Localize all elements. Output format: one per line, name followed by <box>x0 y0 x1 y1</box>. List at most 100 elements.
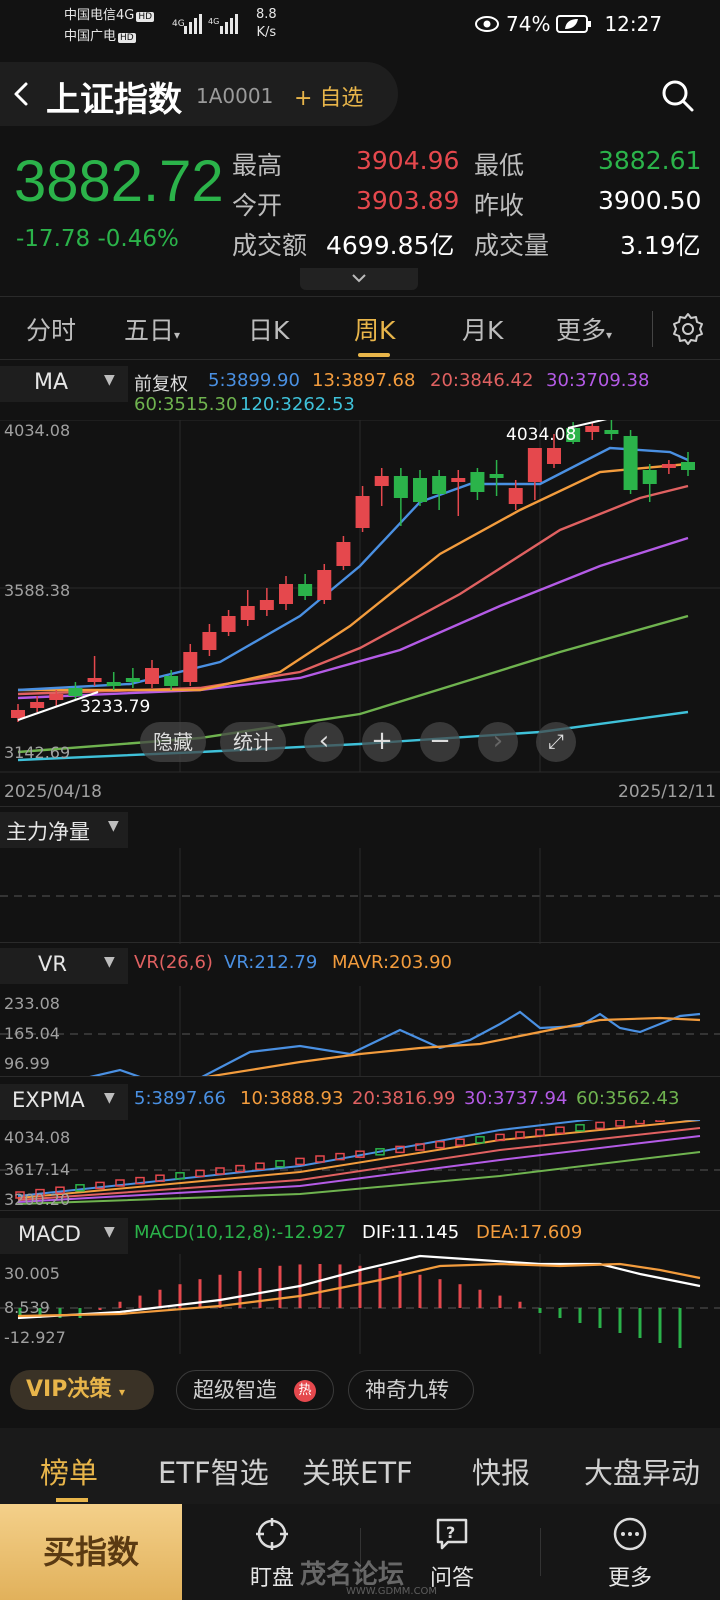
stats-button[interactable]: 统计 <box>220 722 286 762</box>
mavr-value: MAVR:203.90 <box>332 952 453 973</box>
battery-percent: 74% <box>506 12 551 36</box>
dropdown-icon: ▼ <box>108 818 119 834</box>
expma-axis-bottom: 3200.20 <box>4 1190 71 1209</box>
open-label: 今开 <box>232 191 283 220</box>
candle-body <box>202 632 217 650</box>
svg-text:4G: 4G <box>208 17 219 26</box>
more-button[interactable]: 更多 <box>570 1516 690 1600</box>
more-label: 更多 <box>607 1566 652 1591</box>
macd-bar <box>598 1308 602 1328</box>
tab-ranking[interactable]: 榜单 <box>40 1456 99 1490</box>
candle-body <box>30 702 45 708</box>
chip-super-manufacturing[interactable]: 超级智造 <box>176 1370 334 1410</box>
tab-market-alert[interactable]: 大盘异动 <box>584 1456 701 1490</box>
low-label: 最低 <box>474 151 525 180</box>
expma-line <box>17 1120 700 1197</box>
expma-candle <box>615 1120 625 1127</box>
macd-bar <box>678 1308 682 1348</box>
dropdown-icon: ▼ <box>104 954 115 970</box>
expma-selector-label: EXPMA <box>12 1088 85 1112</box>
turnover-value: 4699.85亿 <box>326 231 455 260</box>
vip-decision-button[interactable]: VIP决策 ▾ <box>10 1370 154 1410</box>
divider <box>0 942 720 943</box>
search-icon[interactable] <box>658 76 698 116</box>
expma-candle <box>195 1169 205 1178</box>
ma13-value: 13:3897.68 <box>312 370 416 391</box>
buy-index-button[interactable]: 买指数 <box>0 1504 182 1600</box>
hot-badge: 热 <box>294 1380 316 1402</box>
macd-bar <box>118 1301 122 1308</box>
dea-line <box>17 1262 701 1318</box>
macd-selector[interactable]: MACD ▼ <box>0 1218 128 1254</box>
chip1-label: 超级智造 <box>193 1378 277 1402</box>
expma5-value: 5:3897.66 <box>134 1088 226 1109</box>
candle-body <box>279 584 293 604</box>
candle-body <box>527 448 542 482</box>
zoom-out-icon[interactable]: − <box>420 722 460 762</box>
fullscreen-icon[interactable]: ⤢ <box>536 722 576 762</box>
chip-magic-nine[interactable]: 神奇九转 <box>348 1370 474 1410</box>
carrier-2: 中国广电 <box>64 29 117 44</box>
adjust-mode[interactable]: 前复权 <box>134 374 188 395</box>
expma-candle <box>395 1145 405 1154</box>
macd-bar <box>238 1270 242 1308</box>
ask-button[interactable]: ? 问答 <box>392 1516 512 1600</box>
date-axis: 2025/04/18 2025/12/11 <box>0 778 720 806</box>
tab-daily-k[interactable]: 日K <box>248 316 290 345</box>
divider <box>0 1076 720 1077</box>
content-tab-indicator <box>56 1498 88 1502</box>
volume-label: 成交量 <box>474 231 550 260</box>
strategy-bar: VIP决策 ▾ 超级智造 热 神奇九转 <box>0 1362 720 1418</box>
carrier-info: 中国电信4G HD 中国广电 HD <box>64 6 155 48</box>
add-to-watchlist-button[interactable]: + 自选 <box>294 86 364 111</box>
tab-monthly-k[interactable]: 月K <box>462 316 504 345</box>
candle-body <box>11 710 25 718</box>
status-right: 74% 12:27 <box>474 12 662 36</box>
hide-button[interactable]: 隐藏 <box>140 722 206 762</box>
back-arrow-icon[interactable] <box>8 80 36 108</box>
watch-button[interactable]: 盯盘 <box>212 1516 332 1600</box>
macd-bar <box>578 1308 582 1323</box>
macd-bar <box>18 1308 22 1318</box>
macd-bar <box>198 1279 202 1308</box>
tab-related-etf[interactable]: 关联ETF <box>302 1456 413 1490</box>
dif-line <box>17 1254 701 1320</box>
macd-bar <box>458 1284 462 1308</box>
candle-body <box>489 474 504 478</box>
tab-more[interactable]: 更多▾ <box>556 316 613 345</box>
gear-icon[interactable] <box>670 311 706 347</box>
tab-weekly-k[interactable]: 周K <box>354 316 396 345</box>
macd-bar <box>418 1274 422 1308</box>
ma-line <box>17 710 689 762</box>
carrier-1: 中国电信4G <box>64 8 135 23</box>
pan-right-icon[interactable]: › <box>478 722 518 762</box>
tab-intraday[interactable]: 分时 <box>26 316 77 345</box>
macd-bar <box>258 1267 262 1308</box>
pan-left-icon[interactable]: ‹ <box>304 722 344 762</box>
main-flow-panel <box>0 848 720 944</box>
y-axis-mid: 3588.38 <box>4 581 70 600</box>
expma-candle <box>515 1131 525 1139</box>
candlestick-chart[interactable]: 4034.08 3588.38 3142.69 4034.08 3233.79 <box>0 420 720 776</box>
expma-candle <box>355 1150 365 1158</box>
ma-selector[interactable]: MA ▼ <box>0 366 128 402</box>
tab-etf-select[interactable]: ETF智选 <box>158 1456 269 1490</box>
zoom-in-icon[interactable]: + <box>362 722 402 762</box>
vr-selector[interactable]: VR ▼ <box>0 948 128 984</box>
macd-bar <box>638 1308 642 1338</box>
vip-label: VIP决策 <box>26 1377 112 1402</box>
question-bubble-icon: ? <box>436 1518 468 1550</box>
expma-selector[interactable]: EXPMA ▼ <box>0 1084 128 1120</box>
expma-candle <box>375 1148 385 1156</box>
candle-body <box>164 676 179 686</box>
expma-chart <box>0 1120 720 1210</box>
tab-five-day[interactable]: 五日▾ <box>124 316 181 345</box>
vr-params: VR(26,6) <box>134 952 213 973</box>
expma-candle <box>275 1160 285 1168</box>
expand-quote-button[interactable] <box>300 268 418 290</box>
tab-news-flash[interactable]: 快报 <box>472 1456 531 1490</box>
macd-bar <box>98 1308 102 1310</box>
divider <box>540 1528 541 1576</box>
flow-selector[interactable]: 主力净量 ▼ <box>0 812 128 848</box>
expma-candle <box>435 1140 445 1149</box>
